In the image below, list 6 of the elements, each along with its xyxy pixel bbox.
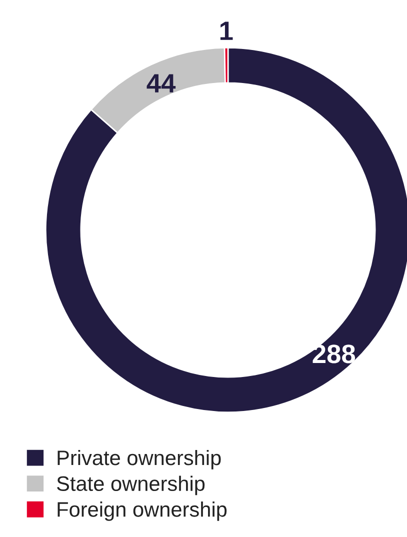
data-label: 44 — [146, 74, 176, 92]
legend-label: Foreign ownership — [58, 502, 227, 521]
legend-label: Private ownership — [58, 450, 221, 470]
legend-label: State ownership — [57, 476, 205, 496]
data-label: 288 — [312, 344, 356, 364]
data-label: 1 — [220, 22, 233, 40]
